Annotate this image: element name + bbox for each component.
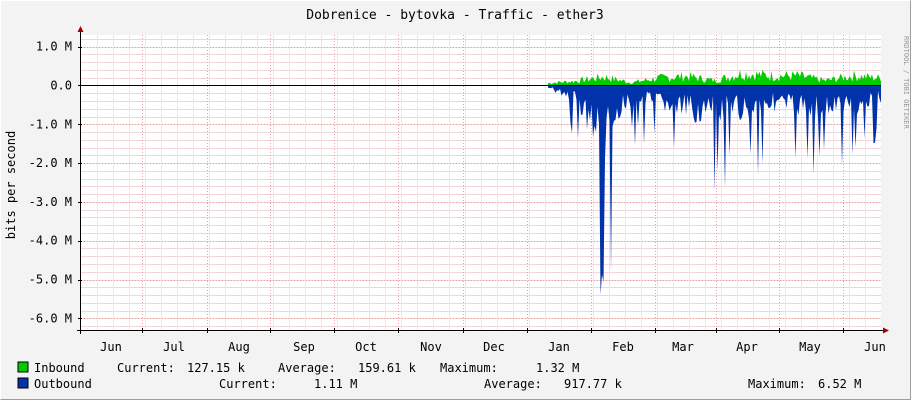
y-tick-label: 1.0 M <box>36 40 72 54</box>
legend-average-inbound: 159.61 k <box>358 361 417 375</box>
y-tick-label: -2.0 M <box>29 156 72 170</box>
x-tick-label: Jun <box>100 340 122 354</box>
x-tick-label: Jan <box>548 340 570 354</box>
legend-row-inbound: Inbound Current: 127.15 k Average: 159.6… <box>17 361 579 375</box>
series-layer <box>548 69 881 295</box>
legend-average-label-outbound: Average: <box>484 377 542 391</box>
y-axis-arrow <box>77 26 84 32</box>
legend-maximum-label-outbound: Maximum: <box>748 377 806 391</box>
y-tick-label: -5.0 M <box>29 273 72 287</box>
x-tick-label: Apr <box>736 340 758 354</box>
y-axis-label: bits per second <box>4 131 18 239</box>
legend-row-outbound: Outbound Current: 1.11 M Average: 917.77… <box>17 377 861 391</box>
legend: Inbound Current: 127.15 k Average: 159.6… <box>17 361 861 391</box>
series-area-inbound <box>548 69 881 86</box>
legend-current-inbound: 127.15 k <box>187 361 246 375</box>
x-tick-labels: Jun Jul Aug Sep Oct Nov Dec Jan Feb Mar Apr May Jun <box>100 340 886 354</box>
legend-name-inbound: Inbound <box>34 361 85 375</box>
y-tick-label: -1.0 M <box>29 117 72 131</box>
y-tick-label: -6.0 M <box>29 311 72 325</box>
legend-average-outbound: 917.77 k <box>564 377 623 391</box>
x-tick-label: Mar <box>672 340 694 354</box>
x-tick-label: May <box>799 340 821 354</box>
chart-title: Dobrenice - bytovka - Traffic - ether3 <box>306 8 603 23</box>
x-tick-label: Oct <box>355 340 377 354</box>
x-tick-label: Nov <box>420 340 442 354</box>
legend-current-outbound: 1.11 M <box>314 377 357 391</box>
y-tick-label: -4.0 M <box>29 234 72 248</box>
legend-current-label-inbound: Current: <box>117 361 175 375</box>
legend-maximum-outbound: 6.52 M <box>818 377 861 391</box>
y-tick-labels: 1.0 M 0.0 -1.0 M -2.0 M -3.0 M -4.0 M -5.0 M -6… <box>29 40 72 326</box>
x-tick-label: Jun <box>864 340 886 354</box>
legend-average-label-inbound: Average: <box>278 361 336 375</box>
x-tick-label: Feb <box>612 340 634 354</box>
legend-swatch-outbound <box>17 377 29 389</box>
legend-current-label-outbound: Current: <box>219 377 277 391</box>
x-tick-label: Sep <box>293 340 315 354</box>
axes <box>77 26 889 334</box>
legend-name-outbound: Outbound <box>34 377 92 391</box>
x-tick-label: Aug <box>228 340 250 354</box>
vendor-watermark: RRDTOOL / TOBI OETIKER <box>902 36 910 130</box>
legend-maximum-inbound: 1.32 M <box>536 361 579 375</box>
legend-maximum-label-inbound: Maximum: <box>440 361 498 375</box>
y-tick-label: -3.0 M <box>29 195 72 209</box>
x-tick-label: Dec <box>483 340 505 354</box>
legend-swatch-inbound <box>17 361 29 373</box>
x-tick-label: Jul <box>163 340 185 354</box>
y-tick-label: 0.0 <box>50 78 72 92</box>
x-axis-arrow <box>883 327 889 334</box>
series-area-outbound <box>548 85 881 295</box>
